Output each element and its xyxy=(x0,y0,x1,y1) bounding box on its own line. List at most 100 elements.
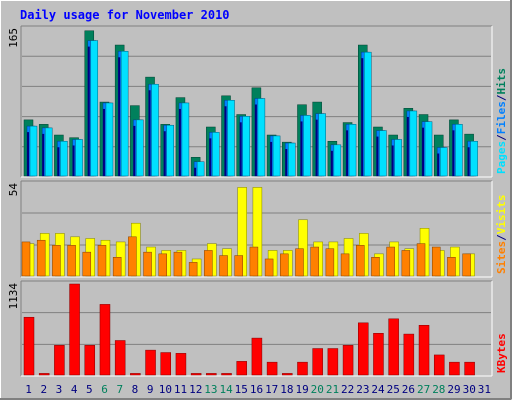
bar-sites xyxy=(401,250,411,277)
bar-kbytes xyxy=(449,361,460,376)
bar-pages xyxy=(212,132,220,177)
bar-kbytes xyxy=(54,345,65,376)
x-tick-label: 19 xyxy=(295,383,308,396)
x-tick-label: 7 xyxy=(116,383,123,396)
legend-part: / xyxy=(495,134,508,141)
bar-files-shade xyxy=(163,131,166,176)
bar-sites xyxy=(234,255,243,277)
legend-part: KBytes xyxy=(495,333,508,373)
bar-files-shade xyxy=(57,147,60,176)
bar-pages xyxy=(348,124,357,177)
bar-kbytes xyxy=(99,304,111,376)
x-tick-label: 25 xyxy=(387,383,400,396)
legend-part: Pages xyxy=(495,141,508,174)
bar-pages xyxy=(166,124,174,177)
bar-pages xyxy=(60,141,68,177)
x-tick-label: 31 xyxy=(478,383,491,396)
bar-sites xyxy=(249,246,259,277)
legend-part: Files xyxy=(495,101,508,134)
x-tick-label: 21 xyxy=(326,383,339,396)
bar-pages xyxy=(379,130,387,177)
bar-sites xyxy=(21,241,31,277)
bar-sites xyxy=(280,253,289,277)
x-tick-label: 27 xyxy=(417,383,430,396)
bar-sites xyxy=(97,245,107,277)
bar-files-shade xyxy=(102,108,105,176)
bar-files-shade xyxy=(178,108,181,176)
y-max-label: 54 xyxy=(7,183,20,197)
y-max-label: 165 xyxy=(7,28,20,48)
bar-files-shade xyxy=(270,141,273,176)
bar-pages xyxy=(136,119,144,177)
x-tick-label: 4 xyxy=(71,383,78,396)
legend-part: Hits xyxy=(495,68,508,95)
legend-text: Sites/Visits xyxy=(495,195,508,275)
x-tick-label: 11 xyxy=(174,383,187,396)
x-tick-label: 16 xyxy=(250,383,263,396)
bar-sites xyxy=(371,257,380,277)
bar-sites xyxy=(386,246,395,277)
bar-pages xyxy=(151,83,159,177)
bar-files-shade xyxy=(346,130,349,176)
x-tick-label: 28 xyxy=(432,383,445,396)
x-tick-label: 8 xyxy=(132,383,139,396)
bar-pages xyxy=(424,121,433,177)
bar-kbytes xyxy=(69,283,80,376)
bars xyxy=(21,187,475,277)
right-legend: Sites/Visits xyxy=(495,195,508,275)
x-tick-label: 20 xyxy=(311,383,324,396)
bar-kbytes xyxy=(358,322,369,376)
bar-sites xyxy=(447,257,456,277)
bar-files-shade xyxy=(87,46,90,176)
bar-files-shade xyxy=(209,138,212,176)
bar-kbytes xyxy=(312,348,323,376)
bar-files-shade xyxy=(315,119,318,176)
bar-kbytes xyxy=(327,348,339,376)
bar-files-shade xyxy=(254,104,257,176)
chart-title: Daily usage for November 2010 xyxy=(20,8,230,22)
bar-pages xyxy=(75,139,83,177)
bar-sites xyxy=(67,245,76,277)
bar-files-shade xyxy=(285,149,288,176)
bar-files-shade xyxy=(224,106,227,176)
bar-sites xyxy=(325,248,335,277)
bar-kbytes xyxy=(342,345,354,376)
right-legend: Pages/Files/Hits xyxy=(495,68,508,174)
x-tick-label: 18 xyxy=(280,383,293,396)
bar-sites xyxy=(36,239,46,277)
bar-pages xyxy=(227,100,235,177)
bar-sites xyxy=(188,262,198,277)
legend-text: KBytes xyxy=(495,333,508,373)
bar-pages xyxy=(90,40,99,177)
x-tick-label: 6 xyxy=(101,383,108,396)
x-tick-label: 9 xyxy=(147,383,154,396)
bar-pages xyxy=(181,102,190,177)
x-tick-label: 26 xyxy=(402,383,415,396)
x-tick-label: 14 xyxy=(219,383,233,396)
bar-pages xyxy=(288,142,296,177)
bar-pages xyxy=(29,125,38,177)
bar-kbytes xyxy=(418,324,430,376)
bar-files-shade xyxy=(406,116,409,176)
bar-kbytes xyxy=(23,316,35,376)
x-tick-label: 29 xyxy=(447,383,460,396)
bar-pages xyxy=(303,115,311,177)
x-tick-label: 23 xyxy=(356,383,369,396)
x-tick-label: 24 xyxy=(371,383,385,396)
bar-kbytes xyxy=(206,373,217,376)
bar-files-shade xyxy=(376,136,379,176)
bar-kbytes xyxy=(403,333,415,376)
bar-files-shade xyxy=(300,121,303,176)
bar-files-shade xyxy=(467,147,470,176)
bar-pages xyxy=(257,98,266,177)
panel-2: 54 Sites/Visits xyxy=(7,180,508,278)
legend-part: Visits xyxy=(495,195,508,235)
bar-sites xyxy=(264,258,274,277)
x-tick-label: 1 xyxy=(25,383,32,396)
bar-sites xyxy=(219,255,228,277)
bar-files-shade xyxy=(437,153,440,176)
bar-sites xyxy=(173,251,183,277)
bar-files-shade xyxy=(422,127,425,176)
